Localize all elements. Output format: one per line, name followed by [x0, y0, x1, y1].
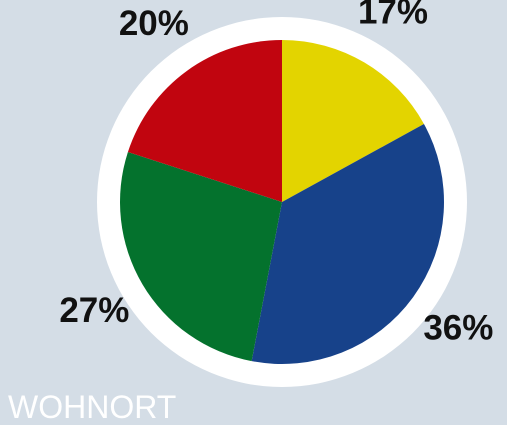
value-label: 17% [358, 0, 428, 32]
pie-slice [251, 123, 444, 365]
value-label: 36% [423, 308, 493, 347]
chart-label: WOHNORT [8, 389, 176, 425]
pie [119, 40, 444, 365]
pie-slice [127, 40, 283, 202]
pie-slice [119, 151, 282, 362]
pie-slice [282, 40, 424, 202]
value-label: 27% [59, 291, 129, 330]
value-label: 20% [119, 4, 189, 43]
